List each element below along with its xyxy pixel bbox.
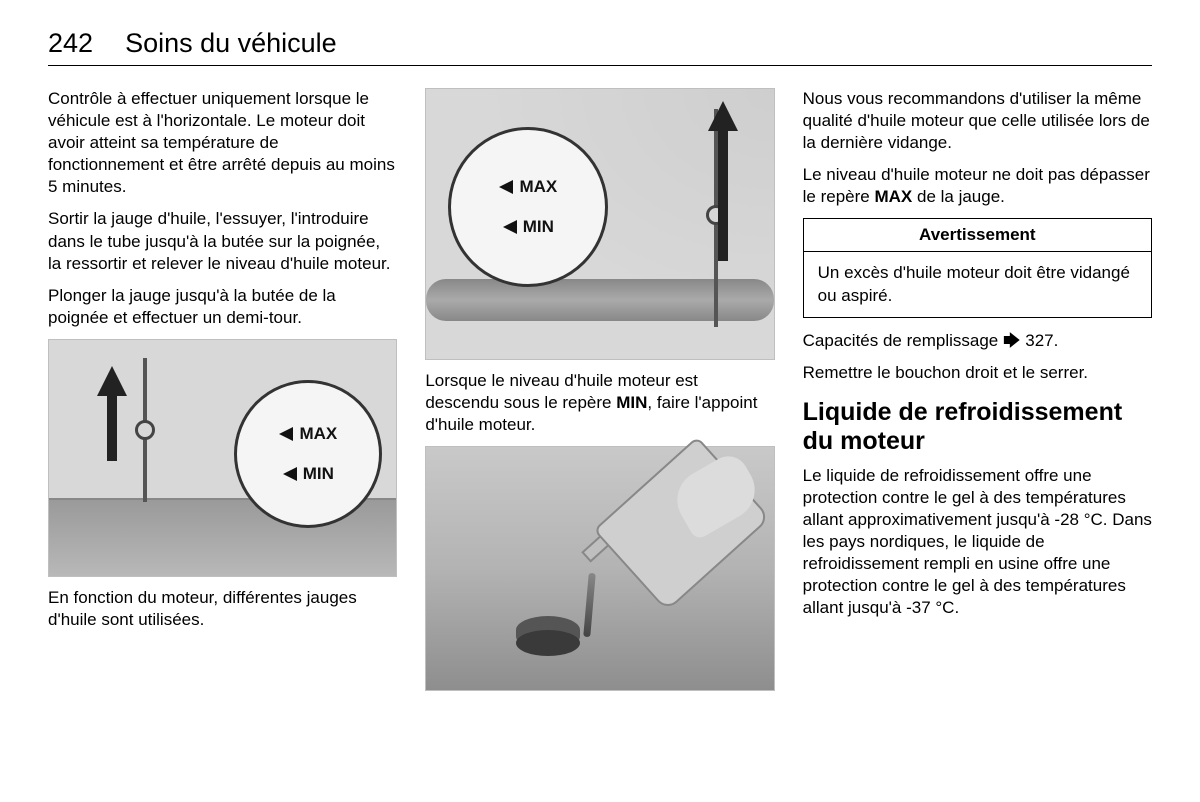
col3-para1: Nous vous recommandons d'utiliser la mêm…: [803, 88, 1152, 154]
figure-dipstick-1: MAX MIN: [48, 339, 397, 577]
min-mark: MIN: [283, 464, 334, 484]
column-3: Nous vous recommandons d'utiliser la mêm…: [803, 88, 1152, 701]
column-1: Contrôle à effectuer uniquement lorsque …: [48, 88, 397, 701]
figure-oil-pour: [425, 446, 774, 691]
max-mark: MAX: [279, 424, 337, 444]
max-mark: MAX: [499, 177, 557, 197]
coolant-heading: Liquide de refroidissement du moteur: [803, 398, 1152, 457]
warning-body: Un excès d'huile moteur doit être vidang…: [804, 252, 1151, 316]
dipstick-ring: [135, 420, 155, 440]
col1-caption: En fonction du moteur, différentes jauge…: [48, 587, 397, 631]
col3-para5: Le liquide de refroidissement offre une …: [803, 465, 1152, 620]
warning-box: Avertissement Un excès d'huile moteur do…: [803, 218, 1152, 317]
min-bold: MIN: [616, 393, 647, 412]
min-label: MIN: [303, 464, 334, 484]
dipstick-detail-circle-2: MAX MIN: [448, 127, 608, 287]
page-number: 242: [48, 28, 93, 59]
max-bold: MAX: [874, 187, 912, 206]
engine-hose: [426, 279, 773, 321]
max-label: MAX: [519, 177, 557, 197]
col1-para1: Contrôle à effectuer uniquement lorsque …: [48, 88, 397, 198]
content-columns: Contrôle à effectuer uniquement lorsque …: [48, 88, 1152, 701]
dipstick-detail-circle: MAX MIN: [234, 380, 382, 528]
col1-para2: Sortir la jauge d'huile, l'essuyer, l'in…: [48, 208, 397, 274]
col3-para2: Le niveau d'huile moteur ne doit pas dép…: [803, 164, 1152, 208]
column-2: MAX MIN Lorsque le niveau d'huile moteur…: [425, 88, 774, 701]
arrow-up-icon: [708, 101, 738, 261]
col2-para1: Lorsque le niveau d'huile moteur est des…: [425, 370, 774, 436]
arrow-up-icon: [97, 366, 127, 461]
max-label: MAX: [299, 424, 337, 444]
col3-p2-b: de la jauge.: [912, 187, 1005, 206]
header-divider: [48, 65, 1152, 66]
min-label: MIN: [523, 217, 554, 237]
col1-para3: Plonger la jauge jusqu'à la butée de la …: [48, 285, 397, 329]
min-mark: MIN: [503, 217, 554, 237]
figure-dipstick-2: MAX MIN: [425, 88, 774, 360]
col3-para4: Remettre le bouchon droit et le serrer.: [803, 362, 1152, 384]
col3-para3: Capacités de remplissage 🡆 327.: [803, 330, 1152, 352]
page-header: 242 Soins du véhicule: [48, 28, 1152, 59]
section-title: Soins du véhicule: [125, 28, 337, 59]
warning-title: Avertissement: [804, 219, 1151, 252]
